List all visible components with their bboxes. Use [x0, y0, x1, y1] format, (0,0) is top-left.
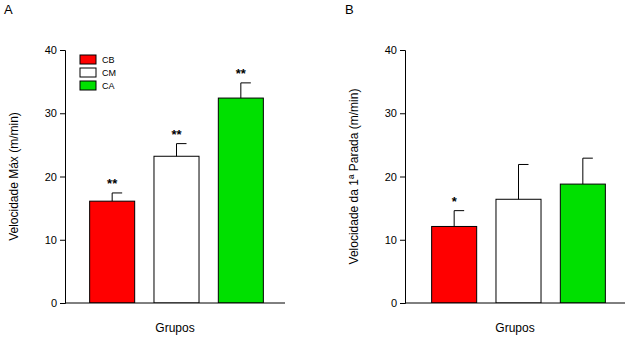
- x-axis-line: [65, 303, 285, 304]
- error-line: [454, 211, 455, 227]
- error-bar: [583, 158, 593, 184]
- panel: * 0 10 20 30 40 Velocidade da 1ª Parada (m/min…: [345, 2, 625, 335]
- error-line: [176, 144, 177, 157]
- y-tick: 10: [385, 234, 405, 246]
- y-axis: 0 10 20 30 40: [385, 44, 406, 309]
- y-tick-mark: [60, 303, 65, 304]
- plot-area: [90, 83, 264, 303]
- figure: ** ** ** 0 10 20 30 40 Velocidade Máx (m/min) Gru…: [0, 0, 638, 339]
- y-tick-label: 10: [385, 234, 397, 246]
- y-tick-label: 0: [391, 297, 397, 309]
- y-tick-label: 30: [385, 107, 397, 119]
- panel: ** ** ** 0 10 20 30 40 Velocidade Máx (m/min) Gru…: [4, 2, 285, 335]
- bar: [432, 226, 477, 303]
- y-tick: 40: [385, 44, 405, 56]
- error-cap: [177, 143, 187, 144]
- y-tick-label: 30: [45, 107, 57, 119]
- legend: CB CM CA: [80, 55, 116, 91]
- y-tick: 0: [391, 297, 405, 309]
- y-tick-label: 10: [45, 234, 57, 246]
- error-cap: [454, 210, 464, 211]
- y-tick: 20: [385, 171, 405, 183]
- panel-label: B: [345, 2, 354, 17]
- bar: [560, 184, 605, 303]
- y-tick: 0: [51, 297, 65, 309]
- x-axis-line: [405, 303, 625, 304]
- bar: [218, 98, 263, 303]
- bar: [496, 199, 541, 303]
- y-tick-mark: [400, 113, 405, 114]
- error-line: [112, 193, 113, 201]
- y-tick-mark: [400, 303, 405, 304]
- error-line: [240, 83, 241, 98]
- bar: [154, 156, 199, 303]
- y-tick: 10: [45, 234, 65, 246]
- y-tick-label: 40: [385, 44, 397, 56]
- error-cap: [112, 192, 122, 193]
- y-tick-label: 40: [45, 44, 57, 56]
- error-line: [582, 158, 583, 184]
- significance: *: [452, 194, 458, 209]
- y-tick-mark: [400, 50, 405, 51]
- y-tick-mark: [400, 177, 405, 178]
- y-tick-label: 0: [51, 297, 57, 309]
- significance: **: [171, 127, 182, 142]
- legend-swatch: [80, 55, 96, 64]
- error-bar: [241, 83, 251, 98]
- legend-swatch: [80, 68, 96, 77]
- y-tick-mark: [60, 240, 65, 241]
- error-line: [518, 164, 519, 199]
- legend-label: CA: [102, 81, 115, 91]
- y-axis: 0 10 20 30 40: [45, 44, 66, 309]
- y-tick-mark: [60, 177, 65, 178]
- y-tick: 20: [45, 171, 65, 183]
- x-label: Grupos: [155, 321, 194, 335]
- y-label: Velocidade da 1ª Parada (m/min): [347, 89, 361, 265]
- bar: [90, 201, 135, 303]
- error-bar: [177, 144, 187, 157]
- error-bar: [454, 211, 464, 227]
- legend-item: CA: [80, 81, 115, 91]
- plot-area: [432, 158, 606, 303]
- legend-item: CM: [80, 68, 116, 78]
- significance: **: [107, 176, 118, 191]
- y-tick-mark: [60, 113, 65, 114]
- panel-label: A: [4, 2, 13, 17]
- error-bar: [519, 164, 529, 199]
- y-tick-mark: [60, 50, 65, 51]
- error-cap: [583, 158, 593, 159]
- legend-label: CB: [102, 55, 115, 65]
- significance: **: [236, 66, 247, 81]
- y-tick-mark: [400, 240, 405, 241]
- y-label: Velocidade Máx (m/min): [7, 112, 21, 241]
- y-tick: 40: [45, 44, 65, 56]
- y-tick: 30: [385, 107, 405, 119]
- y-axis-line: [400, 51, 406, 304]
- error-cap: [241, 82, 251, 83]
- x-label: Grupos: [495, 321, 534, 335]
- y-tick-label: 20: [45, 171, 57, 183]
- y-tick-label: 20: [385, 171, 397, 183]
- legend-label: CM: [102, 68, 116, 78]
- error-bar: [112, 193, 122, 201]
- legend-item: CB: [80, 55, 115, 65]
- legend-swatch: [80, 81, 96, 90]
- error-cap: [519, 164, 529, 165]
- y-axis-line: [60, 51, 66, 304]
- y-tick: 30: [45, 107, 65, 119]
